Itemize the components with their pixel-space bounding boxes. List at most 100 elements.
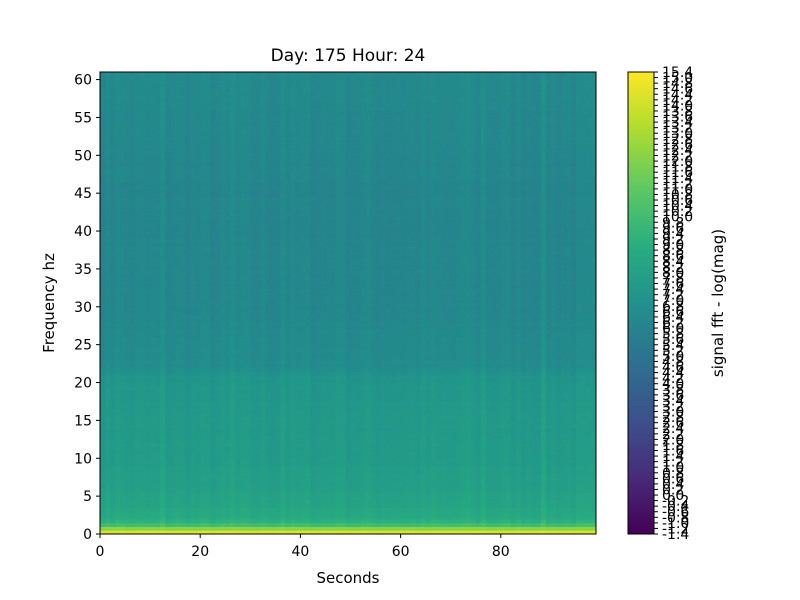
heatmap-cell xyxy=(190,435,196,440)
heatmap-cell xyxy=(590,507,597,512)
heatmap-cell xyxy=(155,518,161,524)
heatmap-cell xyxy=(360,424,367,429)
heatmap-cell xyxy=(585,382,592,387)
heatmap-cell xyxy=(260,477,266,482)
heatmap-cell xyxy=(280,378,286,384)
heatmap-cell xyxy=(275,390,281,395)
heatmap-cell xyxy=(405,435,412,440)
heatmap-cell xyxy=(105,473,111,478)
heatmap-cell xyxy=(390,496,397,501)
heatmap-cell xyxy=(365,424,372,429)
heatmap-cell xyxy=(330,340,336,346)
heatmap-cell xyxy=(380,515,387,520)
heatmap-cell xyxy=(350,371,357,376)
heatmap-cell xyxy=(555,465,562,471)
heatmap-cell xyxy=(570,393,577,399)
heatmap-cell xyxy=(350,431,357,437)
heatmap-area xyxy=(100,72,597,535)
heatmap-cell xyxy=(125,477,131,482)
heatmap-cell xyxy=(365,401,372,406)
heatmap-cell xyxy=(380,450,387,455)
heatmap-cell xyxy=(235,526,241,531)
heatmap-cell xyxy=(210,427,216,433)
heatmap-cell xyxy=(435,416,442,421)
heatmap-cell xyxy=(185,446,191,452)
heatmap-cell xyxy=(435,515,442,520)
heatmap-cell xyxy=(395,507,402,512)
heatmap-cell xyxy=(265,427,271,433)
heatmap-cell xyxy=(555,363,562,368)
heatmap-cell xyxy=(170,412,176,418)
heatmap-cell xyxy=(440,371,447,376)
heatmap-cell xyxy=(165,450,171,455)
heatmap-cell xyxy=(275,503,281,508)
heatmap-cell xyxy=(300,367,306,372)
heatmap-cell xyxy=(440,359,447,365)
heatmap-cell xyxy=(165,473,171,478)
heatmap-cell xyxy=(275,484,281,490)
heatmap-cell xyxy=(355,462,362,467)
heatmap-cell xyxy=(520,488,527,493)
heatmap-cell xyxy=(330,412,336,418)
heatmap-cell xyxy=(260,465,266,471)
heatmap-cell xyxy=(135,386,141,391)
heatmap-cell xyxy=(315,352,321,357)
heatmap-cell xyxy=(470,530,477,535)
heatmap-cell xyxy=(235,496,241,501)
heatmap-cell xyxy=(570,480,577,486)
heatmap-cell xyxy=(115,367,121,372)
heatmap-cell xyxy=(135,390,141,395)
heatmap-cell xyxy=(545,465,552,471)
heatmap-cell xyxy=(115,340,121,346)
heatmap-cell xyxy=(200,431,206,437)
heatmap-cell xyxy=(300,378,306,384)
heatmap-cell xyxy=(450,477,457,482)
heatmap-cell xyxy=(470,446,477,452)
heatmap-cell xyxy=(280,363,286,368)
heatmap-cell xyxy=(105,446,111,452)
heatmap-cell xyxy=(170,492,176,497)
heatmap-cell xyxy=(245,465,251,471)
heatmap-cell xyxy=(230,344,236,349)
heatmap-cell xyxy=(535,363,542,368)
heatmap-cell xyxy=(440,374,447,380)
heatmap-cell xyxy=(200,518,206,524)
heatmap-cell xyxy=(500,424,507,429)
heatmap-cell xyxy=(270,378,276,384)
heatmap-cell xyxy=(480,352,487,357)
heatmap-cell xyxy=(590,344,597,349)
heatmap-cell xyxy=(335,462,341,467)
heatmap-cell xyxy=(410,469,417,474)
heatmap-cell xyxy=(555,378,562,384)
heatmap-cell xyxy=(295,526,301,531)
heatmap-cell xyxy=(140,492,146,497)
heatmap-cell xyxy=(545,443,552,448)
heatmap-cell xyxy=(540,367,547,372)
heatmap-cell xyxy=(120,416,126,421)
heatmap-cell xyxy=(305,511,311,516)
heatmap-cell xyxy=(540,526,547,531)
heatmap-cell xyxy=(520,443,527,448)
heatmap-cell xyxy=(310,499,316,505)
heatmap-cell xyxy=(545,397,552,402)
heatmap-cell xyxy=(445,488,452,493)
heatmap-cell xyxy=(405,416,412,421)
heatmap-cell xyxy=(165,480,171,486)
heatmap-cell xyxy=(180,378,186,384)
heatmap-cell xyxy=(170,511,176,516)
heatmap-cell xyxy=(375,526,382,531)
heatmap-cell xyxy=(425,352,432,357)
heatmap-cell xyxy=(535,401,542,406)
heatmap-cell xyxy=(330,363,336,368)
heatmap-cell xyxy=(295,518,301,524)
heatmap-cell xyxy=(540,499,547,505)
heatmap-cell xyxy=(255,435,261,440)
heatmap-cell xyxy=(565,363,572,368)
heatmap-cell xyxy=(225,420,231,425)
heatmap-cell xyxy=(455,480,462,486)
heatmap-cell xyxy=(565,435,572,440)
heatmap-cell xyxy=(475,480,482,486)
heatmap-cell xyxy=(480,409,487,414)
heatmap-cell xyxy=(120,344,126,349)
heatmap-cell xyxy=(205,412,211,418)
